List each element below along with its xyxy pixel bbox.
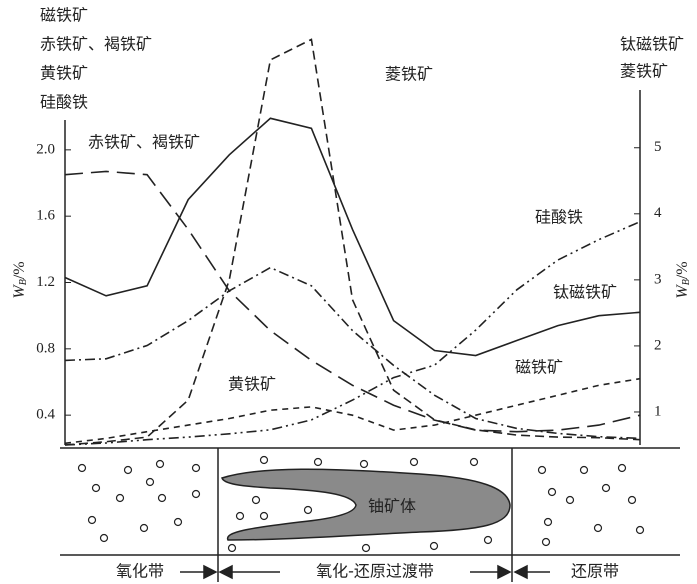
- zone-arrows: [180, 564, 550, 580]
- y2-tick-label: 4: [654, 205, 662, 221]
- annotation: 赤铁矿、褐铁矿: [88, 133, 200, 152]
- annotation: 磁铁矿: [515, 358, 563, 377]
- ore-body: [221, 468, 511, 541]
- axis-title-unit: /%: [11, 261, 28, 279]
- series-line: [64, 220, 641, 446]
- ore-body-label: 铀矿体: [368, 497, 416, 516]
- axis-title-main: W: [674, 284, 691, 299]
- pore-symbols: [77, 455, 645, 553]
- left-label: 赤铁矿、褐铁矿: [40, 35, 152, 54]
- right-label: 菱铁矿: [620, 62, 668, 81]
- annotation: 黄铁矿: [228, 375, 276, 394]
- axis-title-sub: B: [681, 279, 692, 285]
- y2-tick-label: 3: [654, 271, 662, 287]
- series-line: [64, 38, 641, 446]
- zone-label: 氧化-还原过渡带: [316, 562, 434, 581]
- y2-tick-label: 5: [654, 139, 662, 155]
- series-line: [64, 377, 641, 445]
- left-label: 黄铁矿: [40, 64, 88, 83]
- series-line: [64, 266, 641, 440]
- axis-title: WB/%: [11, 261, 30, 298]
- y-tick-label: 1.2: [36, 274, 55, 290]
- axis-title-main: W: [11, 284, 28, 299]
- annotation: 硅酸铁: [535, 208, 583, 227]
- y2-tick-label: 1: [654, 403, 662, 419]
- right-label: 钛磁铁矿: [620, 35, 684, 54]
- left-label: 硅酸铁: [40, 93, 88, 112]
- y2-tick-label: 2: [654, 337, 662, 353]
- axis-title: WB/%: [674, 261, 693, 298]
- y-tick-label: 2.0: [36, 141, 55, 157]
- series-line: [64, 117, 641, 357]
- annotation: 菱铁矿: [385, 65, 433, 84]
- axis-title-sub: B: [18, 279, 29, 285]
- y-tick-label: 1.6: [36, 208, 55, 224]
- zone-label: 还原带: [571, 562, 619, 581]
- annotation: 钛磁铁矿: [553, 283, 617, 302]
- zone-label: 氧化带: [116, 562, 164, 581]
- y-tick-label: 0.4: [36, 407, 55, 423]
- left-label: 磁铁矿: [40, 6, 88, 25]
- series-line: [64, 170, 641, 433]
- y-tick-label: 0.8: [36, 340, 55, 356]
- axis-title-unit: /%: [674, 261, 691, 279]
